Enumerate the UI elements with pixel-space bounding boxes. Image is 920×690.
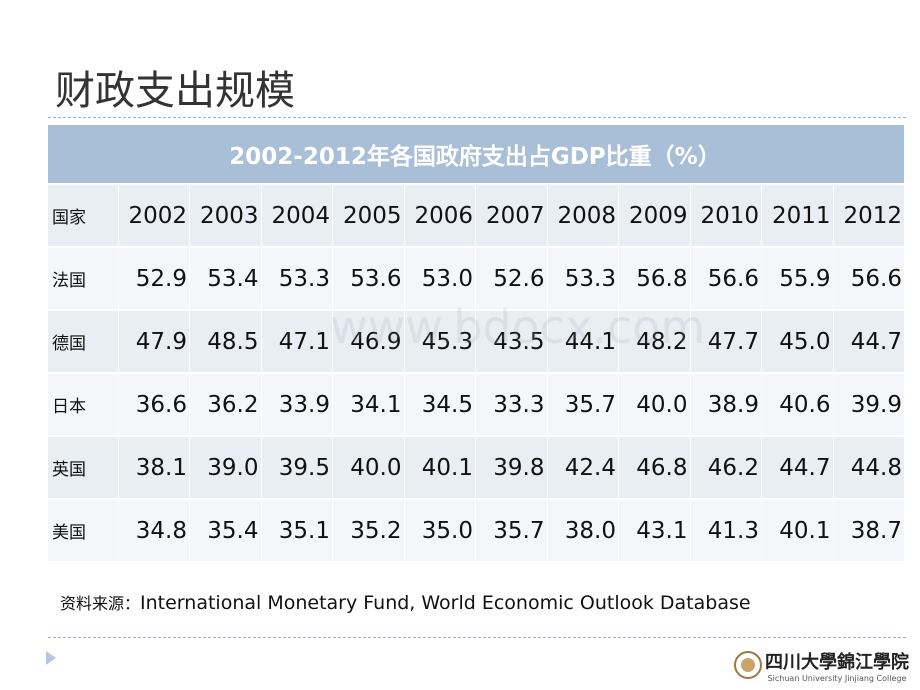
- row-label: 日本: [48, 373, 119, 437]
- cell: 40.6: [761, 373, 834, 437]
- cell: 48.2: [618, 310, 691, 374]
- row-label: 英国: [48, 436, 119, 500]
- source-note: 资料来源：International Monetary Fund, World …: [60, 590, 751, 614]
- cell: 2007: [475, 184, 548, 248]
- cell: 35.4: [189, 499, 262, 563]
- cell: 35.0: [404, 499, 476, 563]
- cell: 2004: [261, 184, 333, 248]
- cell: 38.1: [118, 436, 190, 500]
- cell: 40.1: [761, 499, 834, 563]
- logo-name: 四川大學錦江學院: [765, 652, 909, 673]
- cell: 44.8: [833, 436, 905, 500]
- logo-english: Sichuan University Jinjiang College: [767, 674, 907, 683]
- cell: 44.7: [761, 436, 834, 500]
- table-caption: 2002-2012年各国政府支出占GDP比重（%）: [48, 125, 905, 185]
- cell: 38.9: [690, 373, 762, 437]
- row-label: 法国: [48, 247, 119, 311]
- source-text: International Monetary Fund, World Econo…: [140, 592, 751, 614]
- cell: 33.9: [261, 373, 333, 437]
- cell: 39.5: [261, 436, 333, 500]
- cell: 35.1: [261, 499, 333, 563]
- cell: 38.0: [547, 499, 619, 563]
- cell: 39.8: [475, 436, 548, 500]
- cell: 56.6: [690, 247, 762, 311]
- cell: 47.7: [690, 310, 762, 374]
- row-label: 国家: [48, 184, 119, 248]
- cell: 36.2: [189, 373, 262, 437]
- cell: 2012: [833, 184, 905, 248]
- cell: 39.9: [833, 373, 905, 437]
- cell: 55.9: [761, 247, 834, 311]
- cell: 2008: [547, 184, 619, 248]
- data-row: 法国 52.9 53.4 53.3 53.6 53.0 52.6 53.3 56.8 56.6 55…: [48, 247, 905, 311]
- cell: 2002: [118, 184, 190, 248]
- cell: 38.7: [833, 499, 905, 563]
- cell: 53.0: [404, 247, 476, 311]
- cell: 47.9: [118, 310, 190, 374]
- data-table: 2002-2012年各国政府支出占GDP比重（%） 国家 2002 2003 2004…: [48, 125, 905, 563]
- cell: 46.2: [690, 436, 762, 500]
- cell: 43.1: [618, 499, 691, 563]
- logo: 四川大學錦江學院 Sichuan University Jinjiang Col…: [765, 648, 909, 683]
- table-body: 2002-2012年各国政府支出占GDP比重（%） 国家 2002 2003 2004…: [48, 125, 905, 563]
- cell: 40.0: [618, 373, 691, 437]
- cell: 2005: [332, 184, 405, 248]
- cell: 40.1: [404, 436, 476, 500]
- watermark: www.bdocx.com: [330, 300, 706, 354]
- caption-row: 2002-2012年各国政府支出占GDP比重（%）: [48, 125, 905, 185]
- cell: 39.0: [189, 436, 262, 500]
- cell: 35.7: [547, 373, 619, 437]
- cell: 2010: [690, 184, 762, 248]
- source-label: 资料来源：: [60, 594, 141, 613]
- row-label: 德国: [48, 310, 119, 374]
- cell: 45.0: [761, 310, 834, 374]
- cell: 2009: [618, 184, 691, 248]
- cell: 34.1: [332, 373, 405, 437]
- cell: 34.8: [118, 499, 190, 563]
- cell: 46.9: [332, 310, 405, 374]
- bullet-triangle: [46, 651, 56, 665]
- cell: 53.6: [332, 247, 405, 311]
- cell: 34.5: [404, 373, 476, 437]
- cell: 53.3: [547, 247, 619, 311]
- data-row: 英国 38.1 39.0 39.5 40.0 40.1 39.8 42.4 46.8 46.2 44…: [48, 436, 905, 500]
- cell: 46.8: [618, 436, 691, 500]
- cell: 53.4: [189, 247, 262, 311]
- cell: 35.7: [475, 499, 548, 563]
- header-row: 国家 2002 2003 2004 2005 2006 2007 2008 2009 2010 20…: [48, 184, 905, 248]
- cell: 2003: [189, 184, 262, 248]
- cell: 44.1: [547, 310, 619, 374]
- cell: 35.2: [332, 499, 405, 563]
- cell: 48.5: [189, 310, 262, 374]
- cell: 45.3: [404, 310, 476, 374]
- cell: 52.6: [475, 247, 548, 311]
- cell: 53.3: [261, 247, 333, 311]
- cell: 33.3: [475, 373, 548, 437]
- cell: 56.6: [833, 247, 905, 311]
- data-row: 日本 36.6 36.2 33.9 34.1 34.5 33.3 35.7 40.0 38.9 40…: [48, 373, 905, 437]
- divider: [48, 117, 906, 118]
- cell: 44.7: [833, 310, 905, 374]
- divider: [48, 637, 906, 638]
- data-row: 德国 47.9 48.5 47.1 46.9 45.3 43.5 44.1 48.2 47.7 45…: [48, 310, 905, 374]
- cell: 36.6: [118, 373, 190, 437]
- data-row: 美国 34.8 35.4 35.1 35.2 35.0 35.7 38.0 43.1 41.3 40…: [48, 499, 905, 563]
- row-label: 美国: [48, 499, 119, 563]
- cell: 43.5: [475, 310, 548, 374]
- cell: 40.0: [332, 436, 405, 500]
- cell: 56.8: [618, 247, 691, 311]
- cell: 47.1: [261, 310, 333, 374]
- cell: 42.4: [547, 436, 619, 500]
- cell: 2011: [761, 184, 834, 248]
- logo-emblem: [734, 651, 762, 679]
- slide-title: 财政支出规模: [55, 68, 295, 114]
- cell: 2006: [404, 184, 476, 248]
- cell: 52.9: [118, 247, 190, 311]
- cell: 41.3: [690, 499, 762, 563]
